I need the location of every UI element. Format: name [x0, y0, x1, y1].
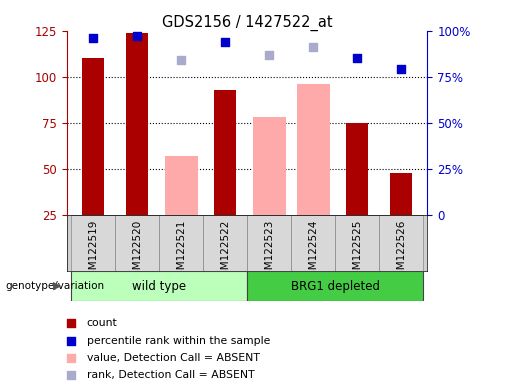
Point [265, 51, 273, 58]
Text: GSM122519: GSM122519 [89, 220, 98, 283]
Bar [390, 173, 412, 215]
Text: count: count [87, 318, 117, 328]
Bar [291, 215, 335, 271]
Bar [115, 215, 159, 271]
Text: GSM122520: GSM122520 [132, 220, 142, 283]
Text: rank, Detection Call = ABSENT: rank, Detection Call = ABSENT [87, 370, 254, 380]
Bar [72, 271, 247, 301]
Bar [346, 123, 368, 215]
Text: genotype/variation: genotype/variation [5, 281, 104, 291]
Text: GSM122525: GSM122525 [352, 220, 362, 283]
Text: ▶: ▶ [53, 281, 62, 291]
Text: value, Detection Call = ABSENT: value, Detection Call = ABSENT [87, 353, 260, 363]
Point [410, 298, 419, 305]
Bar [165, 156, 198, 215]
Bar [82, 58, 105, 215]
Bar [203, 215, 247, 271]
Text: BRG1 depleted: BRG1 depleted [290, 280, 380, 293]
Point [397, 66, 405, 73]
Text: GSM122521: GSM122521 [176, 220, 186, 283]
Point [353, 55, 361, 61]
Text: GSM122523: GSM122523 [264, 220, 274, 283]
Bar [379, 215, 423, 271]
Title: GDS2156 / 1427522_at: GDS2156 / 1427522_at [162, 15, 333, 31]
Bar [126, 33, 148, 215]
Text: wild type: wild type [132, 280, 186, 293]
Text: percentile rank within the sample: percentile rank within the sample [87, 336, 270, 346]
Bar [214, 90, 236, 215]
Point [410, 141, 419, 147]
Point [221, 39, 229, 45]
Point [309, 44, 317, 50]
Text: GSM122522: GSM122522 [220, 220, 230, 283]
Text: GSM122524: GSM122524 [308, 220, 318, 283]
Bar [335, 215, 379, 271]
Bar [253, 118, 286, 215]
Point [177, 57, 185, 63]
Point [89, 35, 97, 41]
Bar [72, 215, 115, 271]
Bar [247, 215, 291, 271]
Point [133, 33, 142, 39]
Text: GSM122526: GSM122526 [396, 220, 406, 283]
Bar [159, 215, 203, 271]
Bar [297, 84, 330, 215]
Bar [247, 271, 423, 301]
